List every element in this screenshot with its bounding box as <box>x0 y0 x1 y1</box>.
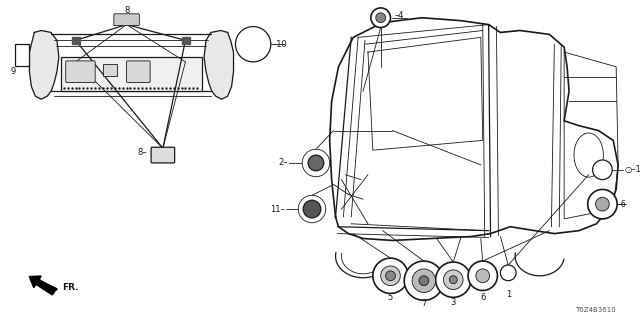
Text: FR.: FR. <box>62 283 78 292</box>
Circle shape <box>371 8 390 28</box>
Circle shape <box>500 265 516 281</box>
FancyBboxPatch shape <box>127 61 150 83</box>
Circle shape <box>593 160 612 180</box>
FancyBboxPatch shape <box>114 14 140 26</box>
Text: 9: 9 <box>10 67 15 76</box>
FancyBboxPatch shape <box>66 61 95 83</box>
Polygon shape <box>182 37 190 44</box>
Circle shape <box>588 189 617 219</box>
Circle shape <box>381 266 400 285</box>
Bar <box>103 64 116 76</box>
Bar <box>15 44 29 66</box>
Text: 1: 1 <box>506 290 511 299</box>
Text: 6: 6 <box>480 293 485 302</box>
Polygon shape <box>72 37 81 44</box>
Circle shape <box>236 27 271 62</box>
Circle shape <box>404 261 444 300</box>
Circle shape <box>373 258 408 293</box>
Circle shape <box>449 276 457 284</box>
Text: –10: –10 <box>273 40 287 49</box>
Circle shape <box>444 270 463 290</box>
FancyArrow shape <box>29 276 56 295</box>
Text: 5: 5 <box>388 293 393 302</box>
Circle shape <box>419 276 429 285</box>
Circle shape <box>468 261 497 291</box>
Polygon shape <box>204 30 234 99</box>
Text: 11–: 11– <box>270 204 285 213</box>
Text: ○–1: ○–1 <box>624 165 640 174</box>
Circle shape <box>302 149 330 177</box>
Bar <box>61 57 202 91</box>
Circle shape <box>308 155 324 171</box>
Circle shape <box>385 271 396 281</box>
Text: T6Z4B3610: T6Z4B3610 <box>575 307 616 313</box>
Text: 8–: 8– <box>138 148 147 157</box>
Text: –6: –6 <box>618 200 627 209</box>
Circle shape <box>412 269 436 292</box>
Text: 3: 3 <box>451 298 456 307</box>
Text: –4: –4 <box>394 11 404 20</box>
Circle shape <box>476 269 490 283</box>
Circle shape <box>376 13 385 23</box>
Circle shape <box>596 197 609 211</box>
Circle shape <box>436 262 471 297</box>
Polygon shape <box>29 30 59 99</box>
Circle shape <box>303 200 321 218</box>
Text: 2–: 2– <box>278 158 287 167</box>
Text: 8: 8 <box>125 6 130 15</box>
Text: 7: 7 <box>421 299 426 308</box>
FancyBboxPatch shape <box>151 147 175 163</box>
Circle shape <box>298 195 326 223</box>
